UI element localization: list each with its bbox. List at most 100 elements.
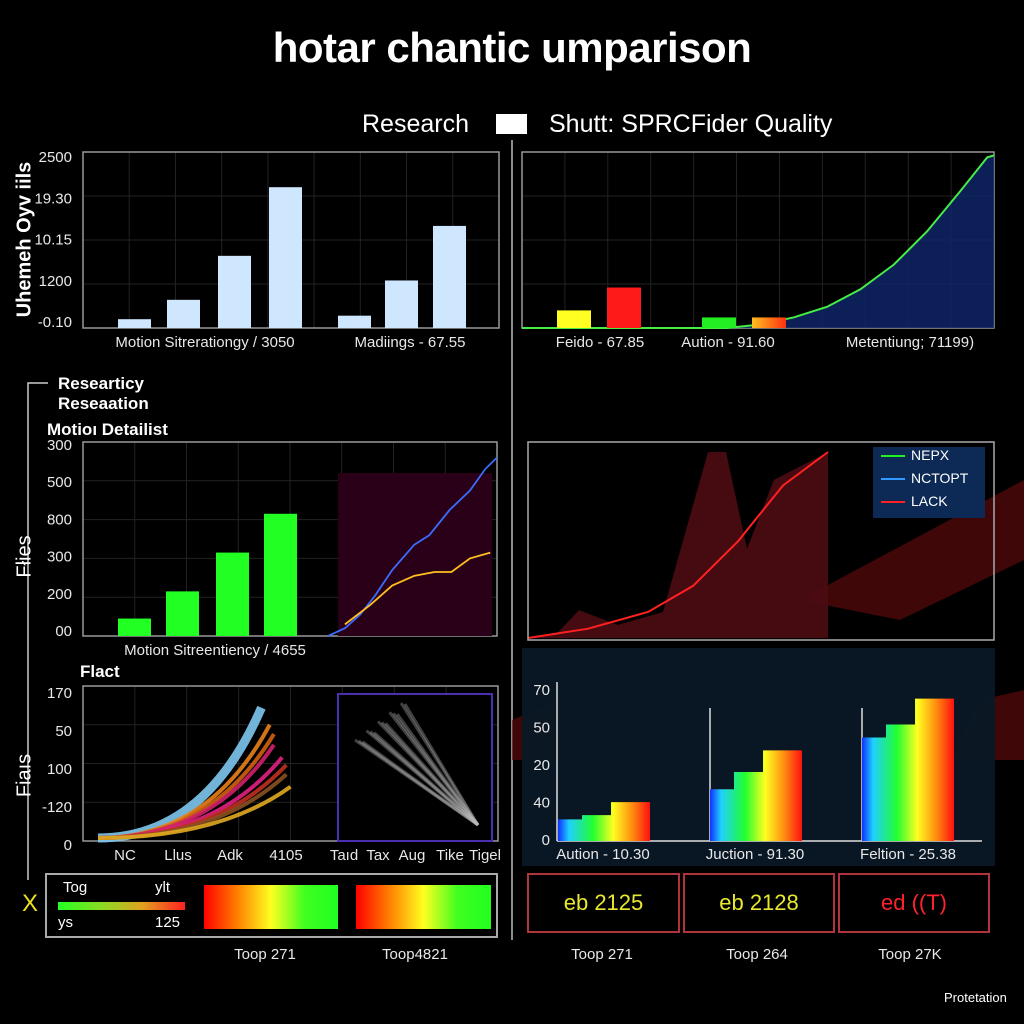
top-left-bar xyxy=(218,255,251,328)
inset-fan-stroke xyxy=(365,729,479,827)
bottom-left-x-tick-label: Tax xyxy=(366,847,390,864)
inset-fan-stroke xyxy=(357,739,479,827)
top-right-bar xyxy=(607,287,641,328)
y-axis-label-top: Uhemeh Oyv iils xyxy=(13,161,36,318)
top-left-y-tick-label: -0.10 xyxy=(38,314,72,331)
chart-legend: NEPX NCTOPT LACK xyxy=(873,447,985,518)
heat-label-2: Toop4821 xyxy=(382,946,448,963)
legend-line-lack xyxy=(881,501,905,503)
y-axis-label-mid: Fłies xyxy=(13,535,36,578)
color-scale-bar xyxy=(58,902,185,910)
mid-left-line-1 xyxy=(344,551,491,626)
bottom-left-x-tick-label: Tigel xyxy=(469,847,501,864)
legend-125: 125 xyxy=(155,914,181,931)
bottom-left-y-tick-label: 100 xyxy=(47,761,72,778)
bottom-right-y-tick-label: 0 xyxy=(542,832,550,849)
top-right-bar xyxy=(557,310,591,328)
bottom-left-x-tick-label: Adk xyxy=(217,847,243,864)
section-label-motion: Motioı Detailist xyxy=(47,420,168,439)
bottom-left-chart-frame xyxy=(82,685,499,842)
legend-swatch xyxy=(496,114,527,134)
mid-left-y-tick-label: 00 xyxy=(55,623,72,640)
inset-fan-stroke xyxy=(388,711,480,826)
bottom-right-y-tick-label: 70 xyxy=(533,682,550,699)
inset-frame xyxy=(337,693,493,842)
top-right-bar xyxy=(752,317,786,328)
legend-label-lack: LACK xyxy=(911,493,948,509)
legend-line-nctopt xyxy=(881,478,905,480)
mid-left-bar xyxy=(166,591,199,636)
background-red-shape xyxy=(512,480,1024,760)
inset-fan-stroke xyxy=(369,730,479,827)
x-marker: X xyxy=(22,890,39,917)
legend-ylt: ylt xyxy=(155,879,170,896)
footer-label: Protetation xyxy=(944,990,1007,1005)
inset-fan-stroke xyxy=(373,731,479,827)
legend-label-nctopt: NCTOPT xyxy=(911,470,969,486)
section-label-a: Researticy xyxy=(58,374,145,393)
bottom-left-series xyxy=(97,785,292,840)
gradient-legend-box xyxy=(45,873,498,938)
bottom-left-y-tick-label: 50 xyxy=(55,723,72,740)
y-axis-label-bottom: Fiaıs xyxy=(13,753,36,798)
x-label-mid: Motion Sitreentiency / 4655 xyxy=(124,642,306,659)
mid-right-area xyxy=(528,452,828,638)
inset-fan-stroke xyxy=(396,713,480,826)
header-quality: Shutt: SPRCFider Quality xyxy=(549,110,833,138)
bottom-right-y-tick-label: 40 xyxy=(533,795,550,812)
mid-right-frame xyxy=(527,441,995,641)
x-label-aution: Aution - 91.60 xyxy=(681,334,775,351)
inset-fan-stroke xyxy=(376,720,480,827)
mid-left-bar xyxy=(216,552,249,636)
legend-line-nepx xyxy=(881,455,905,457)
bottom-left-x-tick-label: NC xyxy=(114,847,136,864)
inset-fan-stroke xyxy=(392,712,480,826)
heat-bar-2 xyxy=(356,885,491,929)
mid-left-y-tick-label: 800 xyxy=(47,511,72,528)
mid-left-bar xyxy=(264,513,297,636)
top-left-bar xyxy=(385,280,418,328)
bottom-left-x-tick-label: Tike xyxy=(436,847,464,864)
top-left-y-tick-label: 10.15 xyxy=(34,232,72,249)
legend-label-nepx: NEPX xyxy=(911,447,950,463)
x-label-juction: Juction - 91.30 xyxy=(705,846,805,863)
mid-left-y-tick-label: 200 xyxy=(47,586,72,603)
legend-ys: ys xyxy=(58,914,73,931)
x-label-aution-2: Aution - 10.30 xyxy=(556,846,650,863)
mid-right-line-lack xyxy=(527,451,829,639)
x-label-metentiung: Metentiung; 71199) xyxy=(845,334,975,351)
bottom-left-y-tick-label: 0 xyxy=(64,837,72,854)
header-research: Research xyxy=(362,110,469,138)
inset-fan-stroke xyxy=(403,703,480,826)
readout-3: ed ((T) xyxy=(838,873,990,933)
top-right-bar xyxy=(702,317,736,328)
heat-label-1: Toop 271 xyxy=(234,946,296,963)
top-left-bar xyxy=(433,225,466,328)
inset-fan-stroke xyxy=(399,702,480,826)
bottom-right-y-tick-label: 50 xyxy=(533,720,550,737)
x-label-group-1: Motion Sitrerationgy / 3050 xyxy=(115,334,295,351)
mid-left-y-tick-label: 500 xyxy=(47,474,72,491)
bottom-left-x-tick-label: Llus xyxy=(164,847,192,864)
top-left-bar xyxy=(338,315,371,328)
inset-fan-stroke xyxy=(384,722,480,827)
top-left-y-tick-label: 1200 xyxy=(39,273,72,290)
mid-left-y-tick-label: 300 xyxy=(47,437,72,454)
readout-label-1: Toop 271 xyxy=(571,946,633,963)
inset-fan-stroke xyxy=(380,721,480,827)
section-label-flact: Flact xyxy=(80,662,120,681)
top-left-y-tick-label: 2500 xyxy=(39,149,72,166)
x-label-feltion: Feltion - 25.38 xyxy=(860,846,956,863)
bottom-right-y-tick-label: 20 xyxy=(533,757,550,774)
bottom-left-x-tick-label: Aug xyxy=(399,847,426,864)
section-bracket xyxy=(27,382,48,880)
section-label-b: Reseaation xyxy=(58,394,149,413)
readout-2: eb 2128 xyxy=(683,873,835,933)
top-left-bar xyxy=(269,187,302,328)
inset-fan-stroke xyxy=(361,740,479,827)
bottom-left-x-tick-label: Taıd xyxy=(330,847,358,864)
page-title: hotar chantic umparison xyxy=(272,24,752,71)
bottom-left-y-tick-label: 170 xyxy=(47,685,72,702)
readout-label-2: Toop 264 xyxy=(726,946,788,963)
